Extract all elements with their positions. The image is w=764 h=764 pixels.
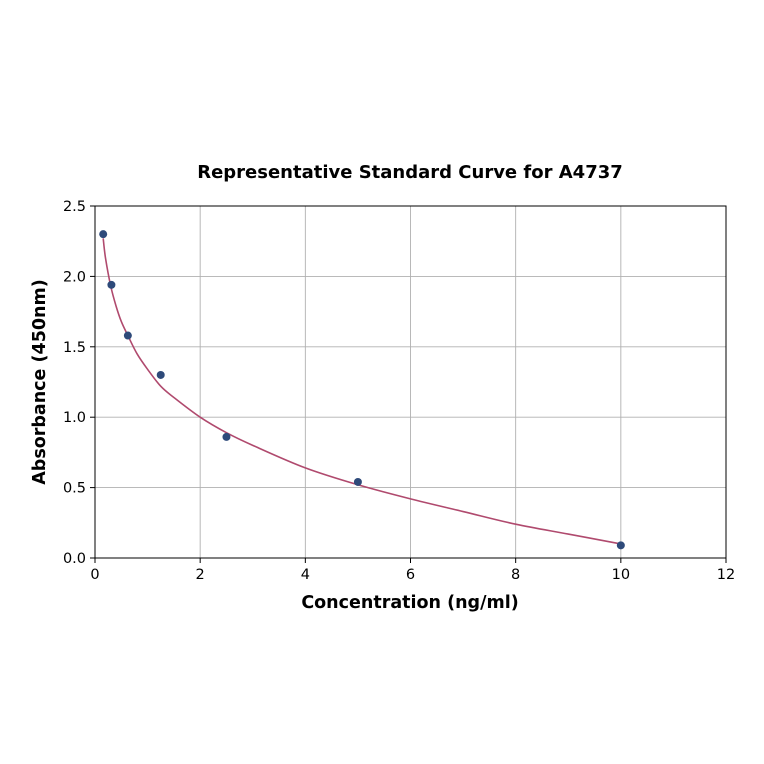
x-axis-label: Concentration (ng/ml) bbox=[301, 593, 518, 613]
y-tick-label: 0.5 bbox=[63, 481, 86, 497]
tick-layer: 0 2 4 6 8 10 12 0.0 0.5 1.0 1.5 2.0 2.5 bbox=[63, 199, 735, 583]
data-point bbox=[222, 432, 231, 441]
y-tick-label: 1.5 bbox=[63, 340, 86, 356]
y-tick-label: 1.0 bbox=[63, 410, 86, 426]
x-tick-label: 8 bbox=[511, 567, 520, 583]
x-tick-label: 4 bbox=[301, 567, 310, 583]
chart-title: Representative Standard Curve for A4737 bbox=[197, 162, 623, 183]
data-point bbox=[123, 331, 132, 340]
fitted-curve bbox=[102, 238, 621, 545]
data-point bbox=[99, 230, 108, 239]
x-tick-label: 2 bbox=[196, 567, 205, 583]
x-tick-label: 0 bbox=[90, 567, 99, 583]
data-point bbox=[156, 370, 165, 379]
x-tick-label: 12 bbox=[717, 567, 735, 583]
x-tick-label: 6 bbox=[406, 567, 415, 583]
curve-layer bbox=[102, 238, 621, 545]
y-axis-label: Absorbance (450nm) bbox=[30, 279, 50, 485]
point-layer bbox=[99, 230, 625, 550]
y-tick-label: 2.0 bbox=[63, 269, 86, 285]
y-tick-label: 0.0 bbox=[63, 551, 86, 567]
data-point bbox=[616, 541, 625, 550]
data-point bbox=[353, 477, 362, 486]
data-point bbox=[107, 280, 116, 289]
x-tick-label: 10 bbox=[612, 567, 630, 583]
y-tick-label: 2.5 bbox=[63, 199, 86, 215]
